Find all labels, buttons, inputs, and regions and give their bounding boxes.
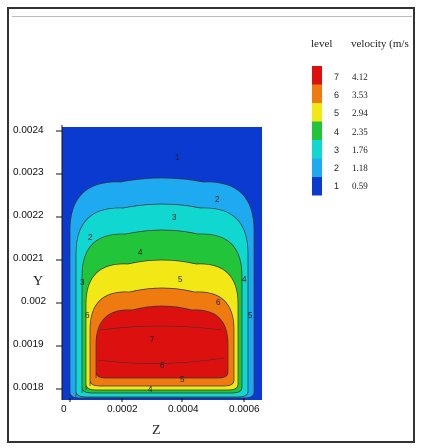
contour-label: 5 — [178, 275, 183, 284]
contour-line — [97, 357, 225, 364]
legend-value-header: velocity (m/s — [351, 38, 409, 50]
legend-value: 4.12 — [352, 72, 368, 82]
contour-label: 6 — [85, 311, 90, 320]
legend-level: 2 — [334, 163, 340, 173]
legend-value: 2.94 — [352, 108, 368, 118]
contour-label: 2 — [215, 195, 220, 204]
legend-value: 1.18 — [352, 163, 368, 173]
y-tick-label: 0.002 — [21, 296, 47, 307]
legend-swatch-level-1 — [312, 177, 322, 196]
legend-swatch-level-5 — [312, 103, 322, 122]
contour-label: 4 — [148, 385, 153, 394]
contour-label: 6 — [160, 361, 165, 370]
y-tick-label: 0.0022 — [13, 210, 44, 221]
y-tick-label: 0.0018 — [13, 382, 44, 393]
y-axis-label: Y — [33, 274, 44, 289]
legend-swatch-level-6 — [312, 84, 322, 103]
legend-swatch-level-3 — [312, 140, 322, 159]
legend-level-header: level — [311, 38, 333, 50]
contour-label: 4 — [138, 248, 143, 257]
x-tick-label: 0.0006 — [229, 404, 260, 415]
contour-label: 3 — [172, 213, 177, 222]
y-tick-label: 0.0023 — [13, 167, 44, 178]
x-tick-label: 0.0004 — [168, 404, 199, 415]
legend-level: 6 — [334, 90, 340, 100]
contour-label: 5 — [180, 375, 185, 384]
contour-label: 4 — [242, 275, 247, 284]
contour-label: 7 — [150, 335, 155, 344]
legend-level: 5 — [334, 108, 340, 118]
top-rule — [12, 16, 412, 17]
figure-frame — [7, 7, 415, 443]
legend-value: 2.35 — [352, 127, 368, 137]
legend-level: 4 — [334, 127, 340, 137]
legend-level: 7 — [334, 72, 340, 82]
legend-value: 0.59 — [352, 181, 368, 191]
y-tick-label: 0.0021 — [13, 253, 44, 264]
contour-line — [99, 325, 223, 331]
x-tick-label: 0 — [61, 404, 67, 415]
legend-level: 1 — [334, 181, 340, 191]
x-axis-label: Z — [152, 423, 161, 438]
y-tick-label: 0.0024 — [13, 125, 44, 136]
x-tick-label: 0.0002 — [107, 404, 138, 415]
contour-region-level-7 — [95, 305, 229, 379]
contour-label: 5 — [248, 311, 253, 320]
legend-swatch-level-7 — [312, 66, 322, 85]
legend-swatch-level-2 — [312, 158, 322, 177]
legend-value: 3.53 — [352, 90, 368, 100]
contour-label: 3 — [80, 278, 85, 287]
y-tick-label: 0.0019 — [13, 339, 44, 350]
contour-label: 6 — [216, 298, 221, 307]
legend-level: 3 — [334, 145, 340, 155]
legend-swatch-level-4 — [312, 121, 322, 140]
contour-label: 2 — [88, 233, 93, 242]
legend-value: 1.76 — [352, 145, 368, 155]
contour-label: 1 — [175, 153, 180, 162]
